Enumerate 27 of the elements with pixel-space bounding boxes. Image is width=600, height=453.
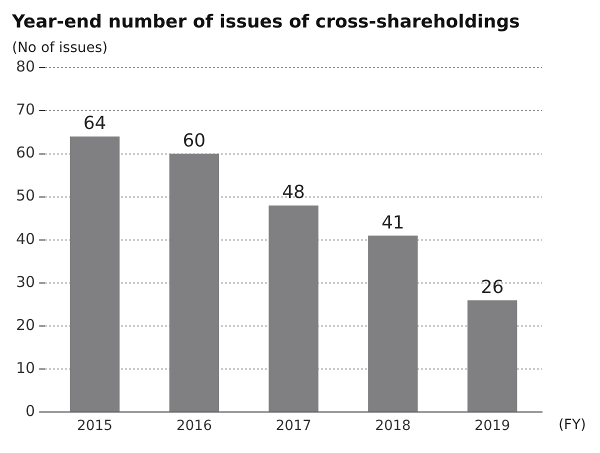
bar: [268, 205, 318, 412]
data-label: 26: [480, 276, 504, 298]
x-tick-label: 2015: [76, 418, 113, 434]
x-tick-label: 2017: [276, 418, 312, 434]
y-tick-label: 70: [16, 100, 36, 119]
y-tick-label: 30: [16, 272, 36, 291]
data-label: 60: [182, 130, 206, 152]
y-axis-title: (No of issues): [12, 40, 108, 56]
data-label: 48: [282, 182, 305, 204]
bar: [368, 236, 418, 412]
x-tick-label: 2019: [474, 418, 510, 434]
data-label: 64: [83, 113, 106, 134]
y-tick-label: 20: [16, 316, 36, 334]
bar: [70, 136, 120, 412]
y-tick-label: 10: [16, 359, 36, 378]
x-tick-label: 2016: [176, 418, 212, 434]
chart-title: Year-end number of issues of cross-shareholdings: [11, 11, 520, 32]
y-tick-label: 40: [16, 230, 36, 248]
y-tick-label: 0: [26, 402, 36, 420]
y-tick-label: 60: [16, 144, 36, 162]
x-axis-title: (FY): [558, 416, 586, 433]
data-label: 41: [381, 212, 404, 234]
bar: [467, 300, 518, 412]
y-tick-label: 50: [16, 186, 36, 205]
y-tick-label: 80: [16, 57, 36, 76]
x-tick-label: 2018: [375, 418, 411, 434]
bar: [169, 154, 220, 412]
